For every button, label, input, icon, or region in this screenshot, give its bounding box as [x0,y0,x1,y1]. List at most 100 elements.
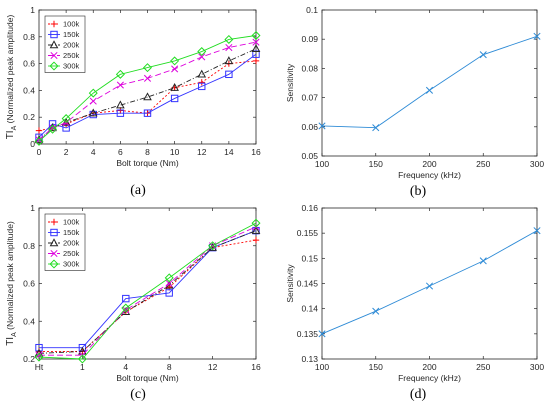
data-point [208,241,218,251]
y-tick-label: 0.13 [301,354,318,364]
y-axis-label: Sensitivity [285,264,295,303]
data-point [252,236,260,244]
data-point [251,225,261,234]
y-tick-label: 0.145 [297,279,319,289]
series-line [38,35,257,142]
legend-entry: 200k [63,239,80,248]
plot-area [321,207,538,360]
x-tick-label: 8 [145,147,150,157]
x-tick-label: 16 [251,147,261,157]
series-line [39,239,257,352]
y-axis-label: TIA (Normalized peak amplitude) [5,221,18,346]
data-point [251,44,261,53]
data-point [318,330,326,338]
data-point [116,100,125,109]
y-tick-label: 0.2 [23,354,35,364]
data-point [78,346,87,355]
data-point [89,97,97,105]
y-axis-label: TIA (Normalized peak amplitude) [5,15,18,140]
x-tick-label: 16 [251,362,261,372]
data-point [62,124,70,132]
x-axis-label: Bolt torque (Nm) [116,373,179,383]
data-point [49,124,57,132]
data-point [122,306,130,314]
data-point [197,69,207,78]
x-tick-label: 1 [80,362,85,372]
y-tick-label: 0.8 [23,241,35,251]
series-line [38,222,257,360]
series-300k [34,218,261,364]
data-point [143,74,152,82]
x-tick-label: 250 [476,362,490,372]
y-tick-label: 0.15 [301,253,318,263]
data-point [252,57,260,65]
plot-area [321,9,538,157]
x-tick-label: 4 [91,147,96,157]
legend-marker [49,238,59,247]
data-point [143,109,152,117]
data-point [142,63,153,73]
series-line-1 [318,227,541,338]
x-tick-label: 2 [64,147,69,157]
x-tick-label: 100 [315,159,329,169]
x-tick-label: 4 [123,362,128,372]
legend-marker [50,30,58,39]
data-point [170,94,179,103]
series-300k [34,30,261,146]
data-point [35,343,43,352]
data-point [372,307,380,315]
x-tick-label: 300 [530,362,544,372]
y-tick-label: 0.09 [301,34,318,44]
data-point [117,107,124,114]
chart-panel-2: 0.05 0.06 0.07 0.08 0.09 0.1 100 150 200 250 300 Fr… [285,5,544,199]
data-point [116,81,124,89]
y-tick-label: 0.6 [23,59,35,69]
x-tick-label: 6 [118,147,123,157]
x-tick-label: Ht [35,362,44,372]
legend-entry: 150k [63,30,80,39]
x-tick-label: 150 [369,362,383,372]
x-axis-label: Frequency (kHz) [398,170,461,180]
data-point [198,79,205,86]
data-point [165,289,173,297]
legend-entry: 100k [63,20,80,29]
y-tick-label: 0.6 [23,279,35,289]
y-tick-label: 0.14 [301,304,318,314]
legend-marker [50,228,58,237]
legend-marker [49,40,59,49]
data-point [121,303,131,313]
legend-marker [50,51,58,60]
data-point [479,257,487,265]
data-point [225,43,233,52]
data-point [35,127,43,134]
series-line [39,230,257,349]
data-point [479,51,487,59]
data-point [251,30,261,40]
x-tick-label: 250 [476,159,490,169]
series-250k [35,38,260,144]
y-tick-label: 1 [30,203,35,213]
x-tick-label: 14 [224,147,234,157]
legend-marker [49,259,59,269]
legend-entry: 300k [63,260,80,269]
legend-marker [50,249,58,258]
data-point [164,273,174,283]
legend-entry: 100k [63,218,80,227]
series-line [38,53,257,138]
data-point [61,117,71,126]
x-axis-label: Frequency (kHz) [398,373,461,383]
data-point [48,120,57,128]
legend-entry: 200k [63,41,80,50]
data-point [48,124,58,134]
data-point [372,124,380,132]
data-point [170,56,180,66]
data-point [225,70,233,79]
legend-box [44,15,86,73]
series-line [38,41,257,141]
data-point [533,227,541,235]
y-tick-label: 0.4 [23,316,35,326]
series-line [38,48,257,141]
data-point [116,109,125,117]
